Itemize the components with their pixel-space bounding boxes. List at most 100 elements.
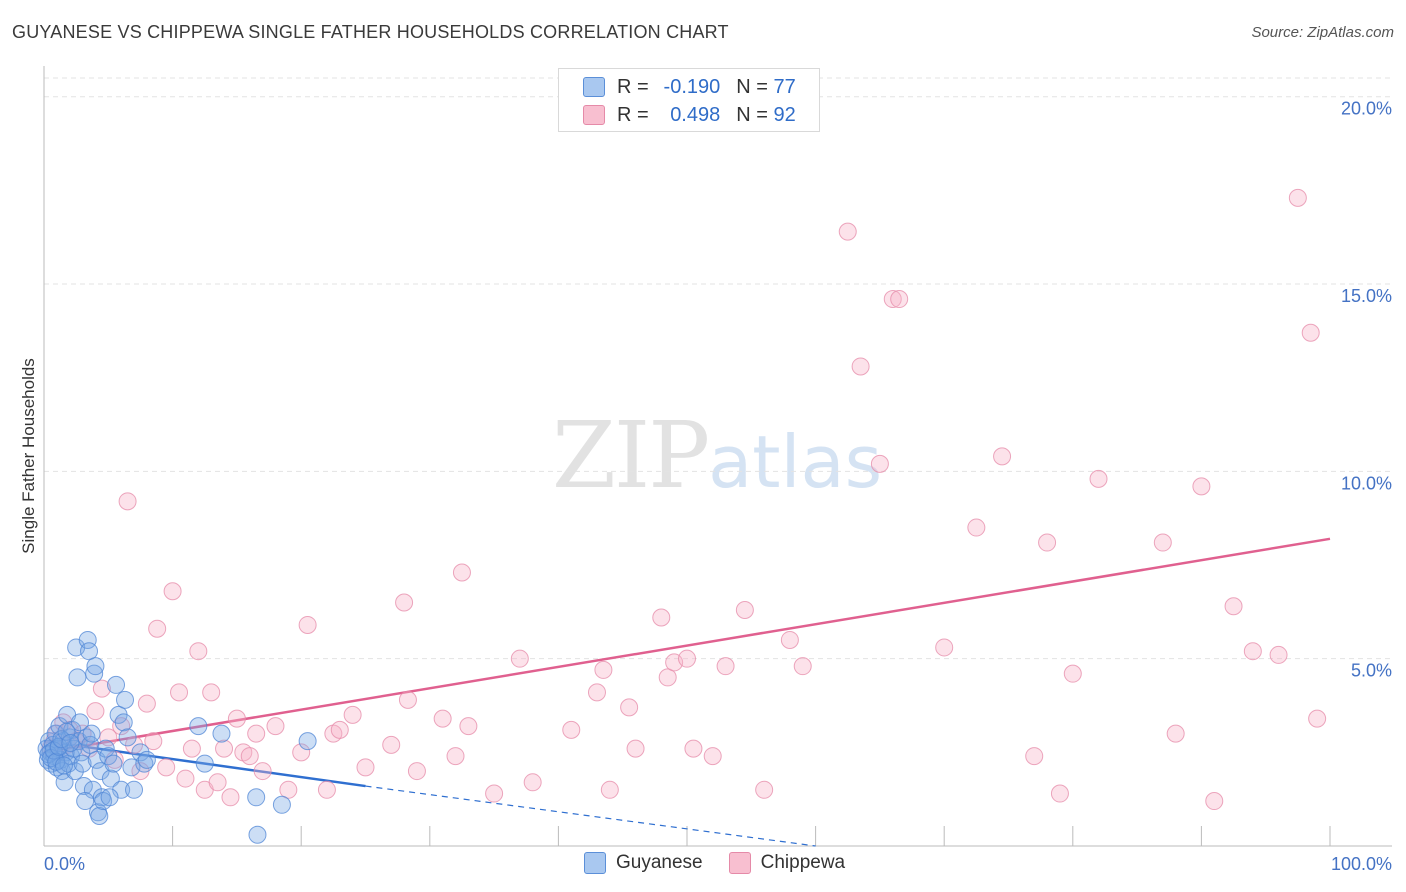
point-chippewa	[620, 698, 639, 717]
point-chippewa	[170, 683, 189, 702]
point-chippewa	[266, 717, 285, 736]
point-chippewa	[137, 694, 156, 713]
point-chippewa	[182, 739, 201, 758]
point-chippewa	[118, 492, 137, 511]
point-chippewa	[446, 747, 465, 766]
gridlines	[44, 77, 1392, 660]
point-guyanese	[65, 762, 84, 781]
point-guyanese	[85, 664, 104, 683]
y-tick-label-15: 15.0%	[1341, 286, 1392, 306]
data-points	[37, 188, 1327, 844]
point-chippewa	[202, 683, 221, 702]
y-tick-label-5: 5.0%	[1351, 661, 1392, 681]
y-tick-label-10: 10.0%	[1341, 473, 1392, 493]
legend-n-value-chippewa: 92	[773, 103, 796, 126]
point-chippewa	[144, 732, 163, 751]
point-chippewa	[221, 788, 240, 807]
point-chippewa	[398, 690, 417, 709]
x-tick-label-100: 100.0%	[1331, 854, 1392, 874]
point-chippewa	[215, 739, 234, 758]
point-guyanese	[73, 754, 92, 773]
point-guyanese	[248, 825, 267, 844]
trend-line-chippewa	[43, 537, 1331, 754]
point-chippewa	[292, 743, 311, 762]
point-chippewa	[658, 668, 677, 687]
series-legend: Guyanese Chippewa	[584, 852, 871, 874]
legend-n-label: N =	[736, 75, 768, 98]
point-guyanese	[68, 668, 87, 687]
point-chippewa	[935, 638, 954, 657]
legend-r-value-chippewa: 0.498	[670, 103, 721, 126]
point-chippewa	[485, 784, 504, 803]
point-guyanese	[100, 788, 119, 807]
point-chippewa	[883, 290, 902, 309]
series-legend-guyanese[interactable]: Guyanese	[584, 852, 703, 874]
point-guyanese	[116, 690, 135, 709]
point-chippewa	[343, 705, 362, 724]
point-chippewa	[240, 747, 259, 766]
trend-line-extension-guyanese	[365, 785, 816, 847]
point-chippewa	[1166, 724, 1185, 743]
point-chippewa	[780, 630, 799, 649]
legend-n-label: N =	[736, 103, 768, 126]
point-guyanese	[131, 743, 150, 762]
point-chippewa	[395, 593, 414, 612]
point-chippewa	[1308, 709, 1327, 728]
point-chippewa	[967, 518, 986, 537]
point-guyanese	[298, 732, 317, 751]
point-chippewa	[1063, 664, 1082, 683]
point-chippewa	[356, 758, 375, 777]
point-chippewa	[1038, 533, 1057, 552]
legend-swatch-guyanese	[583, 77, 605, 97]
point-guyanese	[101, 769, 120, 788]
point-guyanese	[247, 788, 266, 807]
point-chippewa	[735, 600, 754, 619]
point-chippewa	[99, 728, 118, 747]
point-guyanese	[86, 657, 105, 676]
point-chippewa	[652, 608, 671, 627]
point-guyanese	[118, 728, 137, 747]
point-guyanese	[61, 733, 80, 752]
watermark-zip: ZIP	[552, 402, 710, 509]
point-chippewa	[523, 773, 542, 792]
point-chippewa	[1243, 642, 1262, 661]
point-chippewa	[1301, 323, 1320, 342]
point-chippewa	[793, 657, 812, 676]
point-guyanese	[107, 675, 126, 694]
point-chippewa	[594, 660, 613, 679]
point-guyanese	[189, 717, 208, 736]
point-chippewa	[317, 780, 336, 799]
point-chippewa	[125, 735, 144, 754]
point-chippewa	[189, 642, 208, 661]
point-chippewa	[1050, 784, 1069, 803]
point-chippewa	[1224, 597, 1243, 616]
point-guyanese	[90, 807, 109, 826]
point-guyanese	[74, 777, 93, 796]
point-chippewa	[452, 563, 471, 582]
point-chippewa	[1269, 645, 1288, 664]
point-chippewa	[247, 724, 266, 743]
point-chippewa	[870, 454, 889, 473]
point-chippewa	[1153, 533, 1172, 552]
legend-r-label: R =	[617, 75, 649, 98]
point-chippewa	[890, 290, 909, 309]
point-guyanese	[272, 795, 291, 814]
point-chippewa	[716, 657, 735, 676]
correlation-legend: R = -0.190 N = 77 R = 0.498 N = 92	[558, 68, 820, 132]
point-guyanese	[96, 739, 115, 758]
point-chippewa	[1025, 747, 1044, 766]
axes	[43, 66, 1392, 847]
point-guyanese	[82, 724, 101, 743]
series-legend-chippewa[interactable]: Chippewa	[728, 852, 845, 874]
point-chippewa	[587, 683, 606, 702]
point-chippewa	[684, 739, 703, 758]
point-guyanese	[71, 713, 90, 732]
x-tick-label-0: 0.0%	[44, 854, 85, 874]
point-chippewa	[279, 780, 298, 799]
point-guyanese	[114, 713, 133, 732]
series-swatch-guyanese	[584, 852, 606, 874]
point-chippewa	[703, 747, 722, 766]
point-chippewa	[851, 357, 870, 376]
y-tick-label-20: 20.0%	[1341, 99, 1392, 119]
